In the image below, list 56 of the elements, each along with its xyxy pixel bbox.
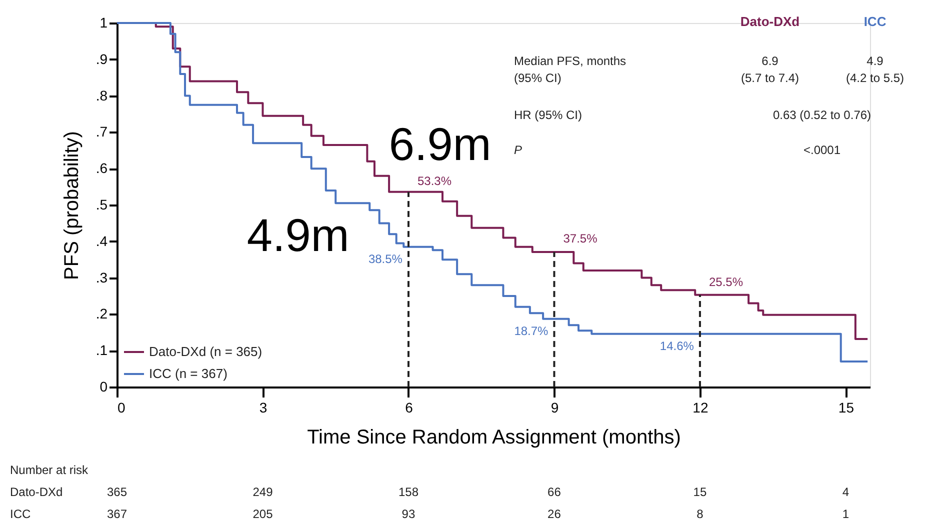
annotation: 53.3% — [417, 174, 452, 188]
y-tick-label: .2 — [96, 306, 108, 322]
x-tick-label: 15 — [838, 400, 854, 416]
annotation: (5.7 to 7.4) — [740, 71, 800, 85]
text: 249 — [252, 485, 274, 499]
annotation: 0.63 (0.52 to 0.76) — [772, 108, 872, 122]
text: Number at risk — [10, 463, 90, 477]
legend-label: Dato-DXd (n = 365) — [149, 344, 262, 359]
annotation: ICC — [864, 14, 887, 29]
text: ICC — [10, 507, 31, 521]
y-tick-label: .8 — [96, 87, 108, 104]
y-tick-label: 0 — [100, 378, 108, 394]
y-tick-label: .4 — [96, 232, 108, 249]
text: 365 — [106, 485, 128, 499]
annotation: 6.9m — [388, 118, 492, 170]
text: 4 — [842, 485, 850, 499]
annotation: 37.5% — [563, 232, 598, 246]
annotation: 38.5% — [368, 252, 403, 266]
annotation: 4.9m — [246, 209, 350, 261]
annotation: Dato-DXd — [740, 14, 800, 29]
x-tick-label: 6 — [405, 400, 414, 416]
y-tick-label: 1 — [100, 14, 108, 30]
annotation: Median PFS, months — [514, 54, 626, 68]
x-tick-label: 3 — [259, 400, 268, 416]
y-tick-label: .9 — [96, 50, 108, 67]
annotation: 6.9 — [762, 54, 779, 68]
text: 93 — [402, 507, 416, 521]
annotation: 14.6% — [660, 338, 694, 353]
x-tick-label: 9 — [550, 400, 559, 416]
annotation: 25.5% — [708, 275, 744, 290]
text: 66 — [548, 485, 562, 499]
y-axis-title: PFS (probability) — [60, 131, 83, 280]
annotation: (4.2 to 5.5) — [846, 71, 904, 85]
text: Dato-DXd — [10, 485, 63, 499]
x-axis-title: Time Since Random Assignment (months) — [307, 426, 681, 448]
annotation: (95% CI) — [514, 71, 562, 85]
y-tick-label: .1 — [96, 342, 108, 358]
annotation: 18.7% — [514, 324, 549, 338]
text: 367 — [106, 507, 128, 521]
x-tick-label: 12 — [692, 400, 708, 416]
text: 8 — [696, 507, 704, 521]
text: 205 — [252, 507, 274, 521]
annotation: 4.9 — [866, 54, 884, 68]
annotation: <.0001 — [803, 143, 841, 157]
text: 158 — [398, 485, 419, 499]
y-tick-label: .7 — [96, 124, 108, 140]
y-tick-label: .5 — [96, 196, 108, 212]
text: 15 — [693, 485, 707, 499]
y-tick-label: .6 — [96, 160, 108, 176]
x-tick-label: 0 — [118, 400, 126, 416]
legend-label: ICC (n = 367) — [149, 366, 228, 381]
text: 1 — [842, 507, 850, 521]
y-tick-label: .3 — [96, 269, 108, 286]
text: 26 — [548, 507, 562, 521]
annotation: P — [514, 143, 522, 157]
annotation: HR (95% CI) — [514, 108, 582, 122]
